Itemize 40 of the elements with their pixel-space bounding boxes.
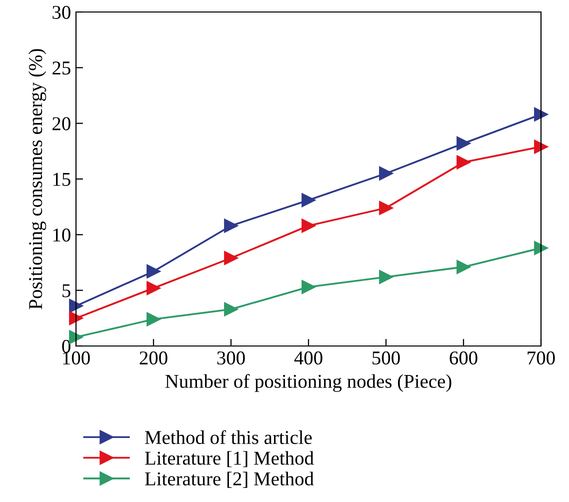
point: [534, 140, 548, 154]
point: [69, 311, 83, 326]
y-axis-title: Positioning consumes energy (%): [28, 49, 46, 310]
point: [534, 107, 548, 122]
point: [302, 280, 316, 294]
point: [146, 281, 160, 296]
point: [456, 260, 470, 274]
point: [69, 330, 83, 344]
x-tick-label: 300: [217, 351, 245, 365]
y-tick-label: 10: [53, 228, 70, 242]
point: [302, 193, 316, 208]
x-tick-label: 400: [294, 351, 322, 365]
point: [146, 264, 160, 278]
y-tick-label: 30: [52, 6, 70, 19]
point: [224, 251, 238, 265]
point: [146, 312, 160, 326]
point: [224, 302, 238, 316]
y-tick-label: 15: [53, 172, 70, 186]
legend-label: Literature [1] Method: [145, 451, 314, 468]
y-tick-label: 5: [62, 284, 70, 298]
x-tick-label: 500: [372, 351, 400, 365]
point: [379, 201, 393, 215]
point: [302, 218, 316, 233]
legend-label: Literature [2] Method: [145, 472, 314, 488]
x-tick-label: 200: [140, 351, 168, 365]
point: [379, 270, 393, 284]
point: [534, 241, 548, 255]
point: [69, 298, 83, 313]
y-tick-label: 20: [52, 117, 70, 130]
legend-label: Method of this article: [145, 430, 312, 444]
x-tick-label: 100: [63, 351, 90, 365]
x-tick-label: 700: [528, 351, 555, 365]
point: [379, 166, 393, 180]
y-tick-label: 25: [52, 62, 70, 75]
point: [224, 218, 238, 233]
x-tick-label: 600: [450, 351, 478, 365]
x-axis-title: Number of positioning nodes (Piece): [165, 374, 452, 392]
point: [456, 136, 470, 150]
point: [456, 155, 470, 170]
y-tick-label: 0: [62, 340, 70, 353]
